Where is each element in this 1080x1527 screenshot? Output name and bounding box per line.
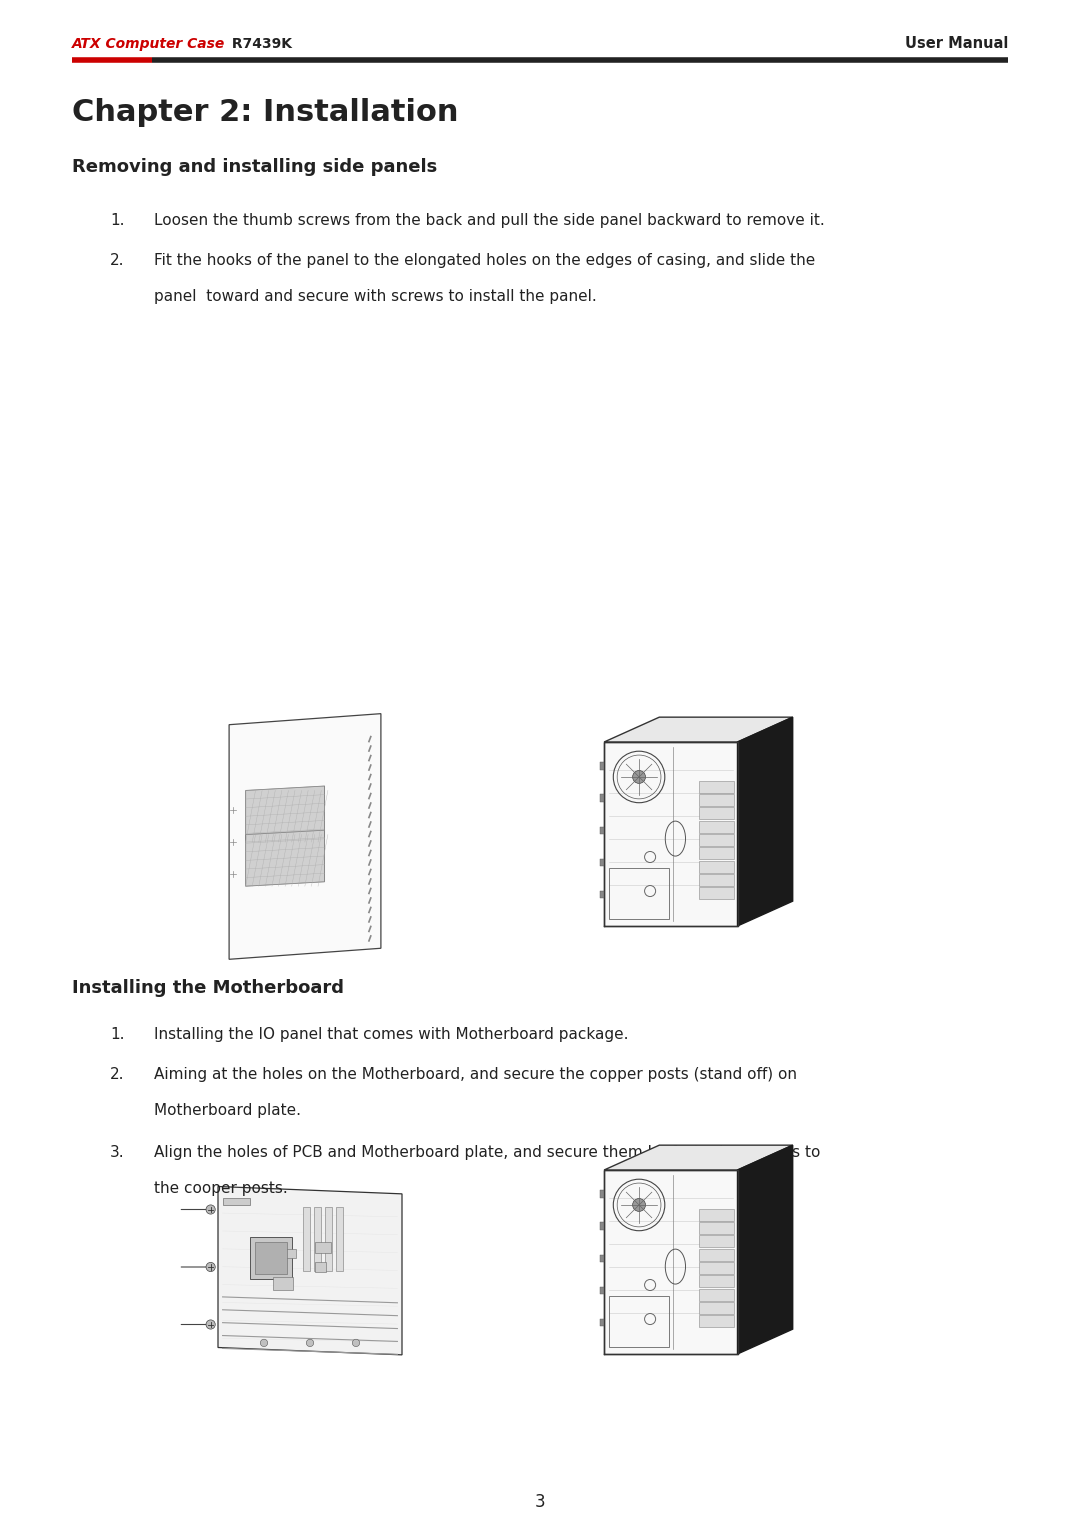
Circle shape xyxy=(206,1263,215,1272)
Bar xyxy=(273,1277,294,1290)
Text: 1.: 1. xyxy=(110,212,124,228)
Bar xyxy=(336,1206,343,1270)
Text: Installing the Motherboard: Installing the Motherboard xyxy=(72,979,345,997)
Text: panel  toward and secure with screws to install the panel.: panel toward and secure with screws to i… xyxy=(154,289,597,304)
Bar xyxy=(251,1237,292,1278)
Text: Align the holes of PCB and Motherboard plate, and secure them by fastening screw: Align the holes of PCB and Motherboard p… xyxy=(154,1145,821,1161)
Bar xyxy=(600,794,604,802)
Text: Aiming at the holes on the Motherboard, and secure the copper posts (stand off) : Aiming at the holes on the Motherboard, … xyxy=(154,1067,797,1083)
Bar xyxy=(699,1289,733,1301)
Bar xyxy=(600,762,604,770)
Bar xyxy=(600,858,604,866)
Polygon shape xyxy=(738,1145,793,1354)
Text: the cooper posts.: the cooper posts. xyxy=(154,1180,287,1196)
Bar xyxy=(609,867,669,919)
Bar xyxy=(313,1206,321,1270)
Text: Installing the IO panel that comes with Motherboard package.: Installing the IO panel that comes with … xyxy=(154,1028,629,1041)
Bar xyxy=(314,1263,326,1272)
Bar xyxy=(282,1249,296,1258)
Circle shape xyxy=(633,771,646,783)
Bar xyxy=(699,1315,733,1327)
Bar xyxy=(699,887,733,899)
Bar xyxy=(699,861,733,872)
Polygon shape xyxy=(604,718,793,742)
Polygon shape xyxy=(604,1170,738,1354)
Bar xyxy=(600,1287,604,1295)
Text: Removing and installing side panels: Removing and installing side panels xyxy=(72,157,437,176)
Bar xyxy=(699,1261,733,1274)
Bar xyxy=(699,1209,733,1220)
Bar xyxy=(699,808,733,820)
Text: ATX Computer Case: ATX Computer Case xyxy=(72,37,226,50)
Circle shape xyxy=(352,1339,360,1347)
Bar xyxy=(699,1222,733,1234)
Bar xyxy=(600,1319,604,1327)
Bar xyxy=(600,1190,604,1197)
Circle shape xyxy=(633,1199,646,1211)
Text: R7439K: R7439K xyxy=(227,37,292,50)
Text: Motherboard plate.: Motherboard plate. xyxy=(154,1102,301,1118)
Text: 2.: 2. xyxy=(110,1067,124,1083)
Text: Chapter 2: Installation: Chapter 2: Installation xyxy=(72,98,459,127)
Bar xyxy=(302,1206,310,1270)
Bar xyxy=(699,1235,733,1248)
Polygon shape xyxy=(604,742,738,925)
Bar xyxy=(314,1241,332,1254)
Bar xyxy=(699,1275,733,1287)
Bar xyxy=(699,1303,733,1313)
Text: Fit the hooks of the panel to the elongated holes on the edges of casing, and sl: Fit the hooks of the panel to the elonga… xyxy=(154,253,815,269)
Text: User Manual: User Manual xyxy=(905,37,1008,50)
Bar xyxy=(255,1241,287,1274)
Text: 1.: 1. xyxy=(110,1028,124,1041)
Bar xyxy=(699,780,733,793)
Polygon shape xyxy=(218,1186,402,1354)
Bar xyxy=(325,1206,332,1270)
Polygon shape xyxy=(245,786,325,841)
Polygon shape xyxy=(245,831,325,886)
Bar xyxy=(699,834,733,846)
Bar xyxy=(600,1255,604,1261)
Bar xyxy=(699,794,733,806)
Circle shape xyxy=(206,1205,215,1214)
Circle shape xyxy=(206,1319,215,1328)
Bar xyxy=(600,892,604,898)
Polygon shape xyxy=(604,1145,793,1170)
Bar xyxy=(609,1296,669,1347)
Bar xyxy=(600,1223,604,1229)
Text: 3: 3 xyxy=(535,1493,545,1512)
Polygon shape xyxy=(229,713,381,959)
Text: Loosen the thumb screws from the back and pull the side panel backward to remove: Loosen the thumb screws from the back an… xyxy=(154,212,825,228)
Bar xyxy=(699,1249,733,1261)
Text: 2.: 2. xyxy=(110,253,124,269)
Bar xyxy=(699,820,733,832)
Circle shape xyxy=(307,1339,313,1347)
Bar xyxy=(222,1197,251,1205)
Bar xyxy=(699,873,733,886)
Circle shape xyxy=(260,1339,268,1347)
Text: 3.: 3. xyxy=(110,1145,124,1161)
Bar xyxy=(600,826,604,834)
Bar xyxy=(699,847,733,860)
Polygon shape xyxy=(738,718,793,925)
